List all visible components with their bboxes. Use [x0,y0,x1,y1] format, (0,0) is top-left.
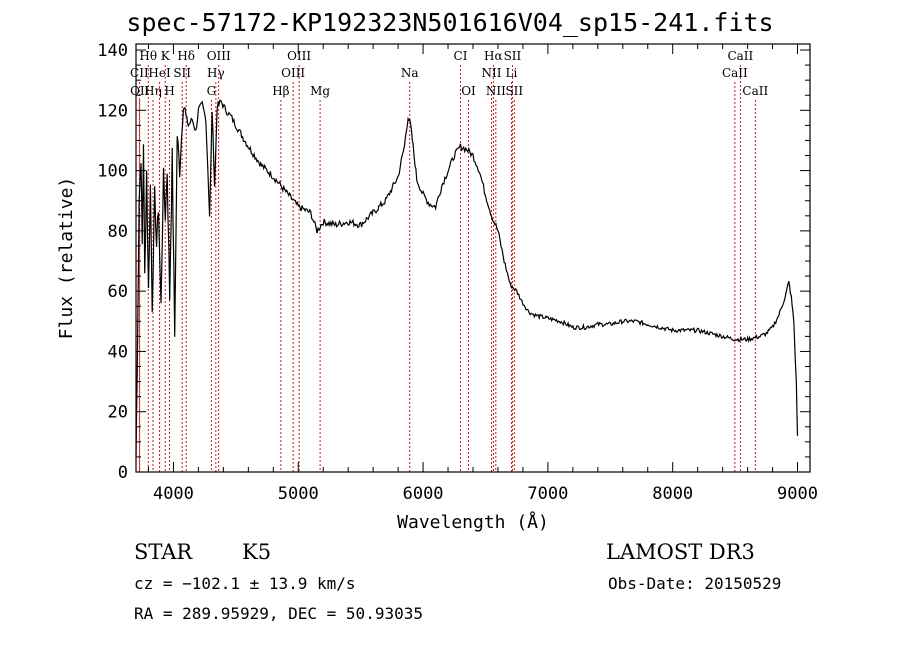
y-tick-label-4: 80 [108,222,128,242]
line-label-4: OIII [287,49,311,63]
line-label-2: Hδ [177,49,195,63]
line-label-22: Hβ [272,84,289,98]
line-label-19: Hη [144,84,162,98]
line-label-21: G [207,84,217,98]
line-label-12: Hγ [207,66,225,80]
y-axis-label: Flux (relative) [56,177,77,340]
line-label-14: Na [401,66,419,80]
subclass: K5 [242,540,272,564]
line-label-10: HeI [148,66,171,80]
line-label-3: OIII [207,49,231,63]
y-tick-label-1: 20 [108,403,128,423]
x-tick-label-3: 7000 [527,484,568,504]
line-label-11: SII [173,66,191,80]
line-label-26: SII [505,84,523,98]
line-label-24: OI [461,84,476,98]
x-tick-label-2: 6000 [403,484,444,504]
line-label-15: NII [481,66,501,80]
y-tick-label-3: 60 [108,282,128,302]
line-label-18: OII [130,84,150,98]
coordinates: RA = 289.95929, DEC = 50.93035 [134,604,423,623]
velocity-readout: cz = −102.1 ± 13.9 km/s [134,574,356,593]
x-tick-label-0: 4000 [153,484,194,504]
line-label-20: H [164,84,174,98]
y-tick-label-5: 100 [97,162,128,182]
y-tick-label-7: 140 [97,41,128,61]
line-label-27: CaII [742,84,768,98]
line-label-0: Hθ [139,49,157,63]
object-class: STAR [134,540,193,564]
line-label-25: NII [486,84,506,98]
line-label-17: CaII [722,66,748,80]
x-tick-label-4: 8000 [652,484,693,504]
line-label-13: OIII [281,66,305,80]
y-tick-label-2: 40 [108,342,128,362]
line-label-7: SII [504,49,522,63]
plot-frame [135,43,811,473]
spectrum-line [135,99,799,458]
y-tick-label-0: 0 [118,463,128,483]
x-tick-label-5: 9000 [777,484,818,504]
x-tick-label-1: 5000 [278,484,319,504]
line-label-1: K [161,49,171,63]
line-label-16: Li [506,66,518,80]
line-label-6: Hα [484,49,503,63]
x-axis-label: Wavelength (Å) [397,511,549,533]
line-label-9: CII [130,66,149,80]
line-label-8: CaII [727,49,753,63]
obs-date: Obs-Date: 20150529 [608,574,782,593]
survey-name: LAMOST DR3 [606,540,755,564]
line-label-5: CI [454,49,468,63]
line-label-23: Mg [310,84,330,98]
y-tick-label-6: 120 [97,101,128,121]
chart-title: spec-57172-KP192323N501616V04_sp15-241.f… [126,8,774,37]
